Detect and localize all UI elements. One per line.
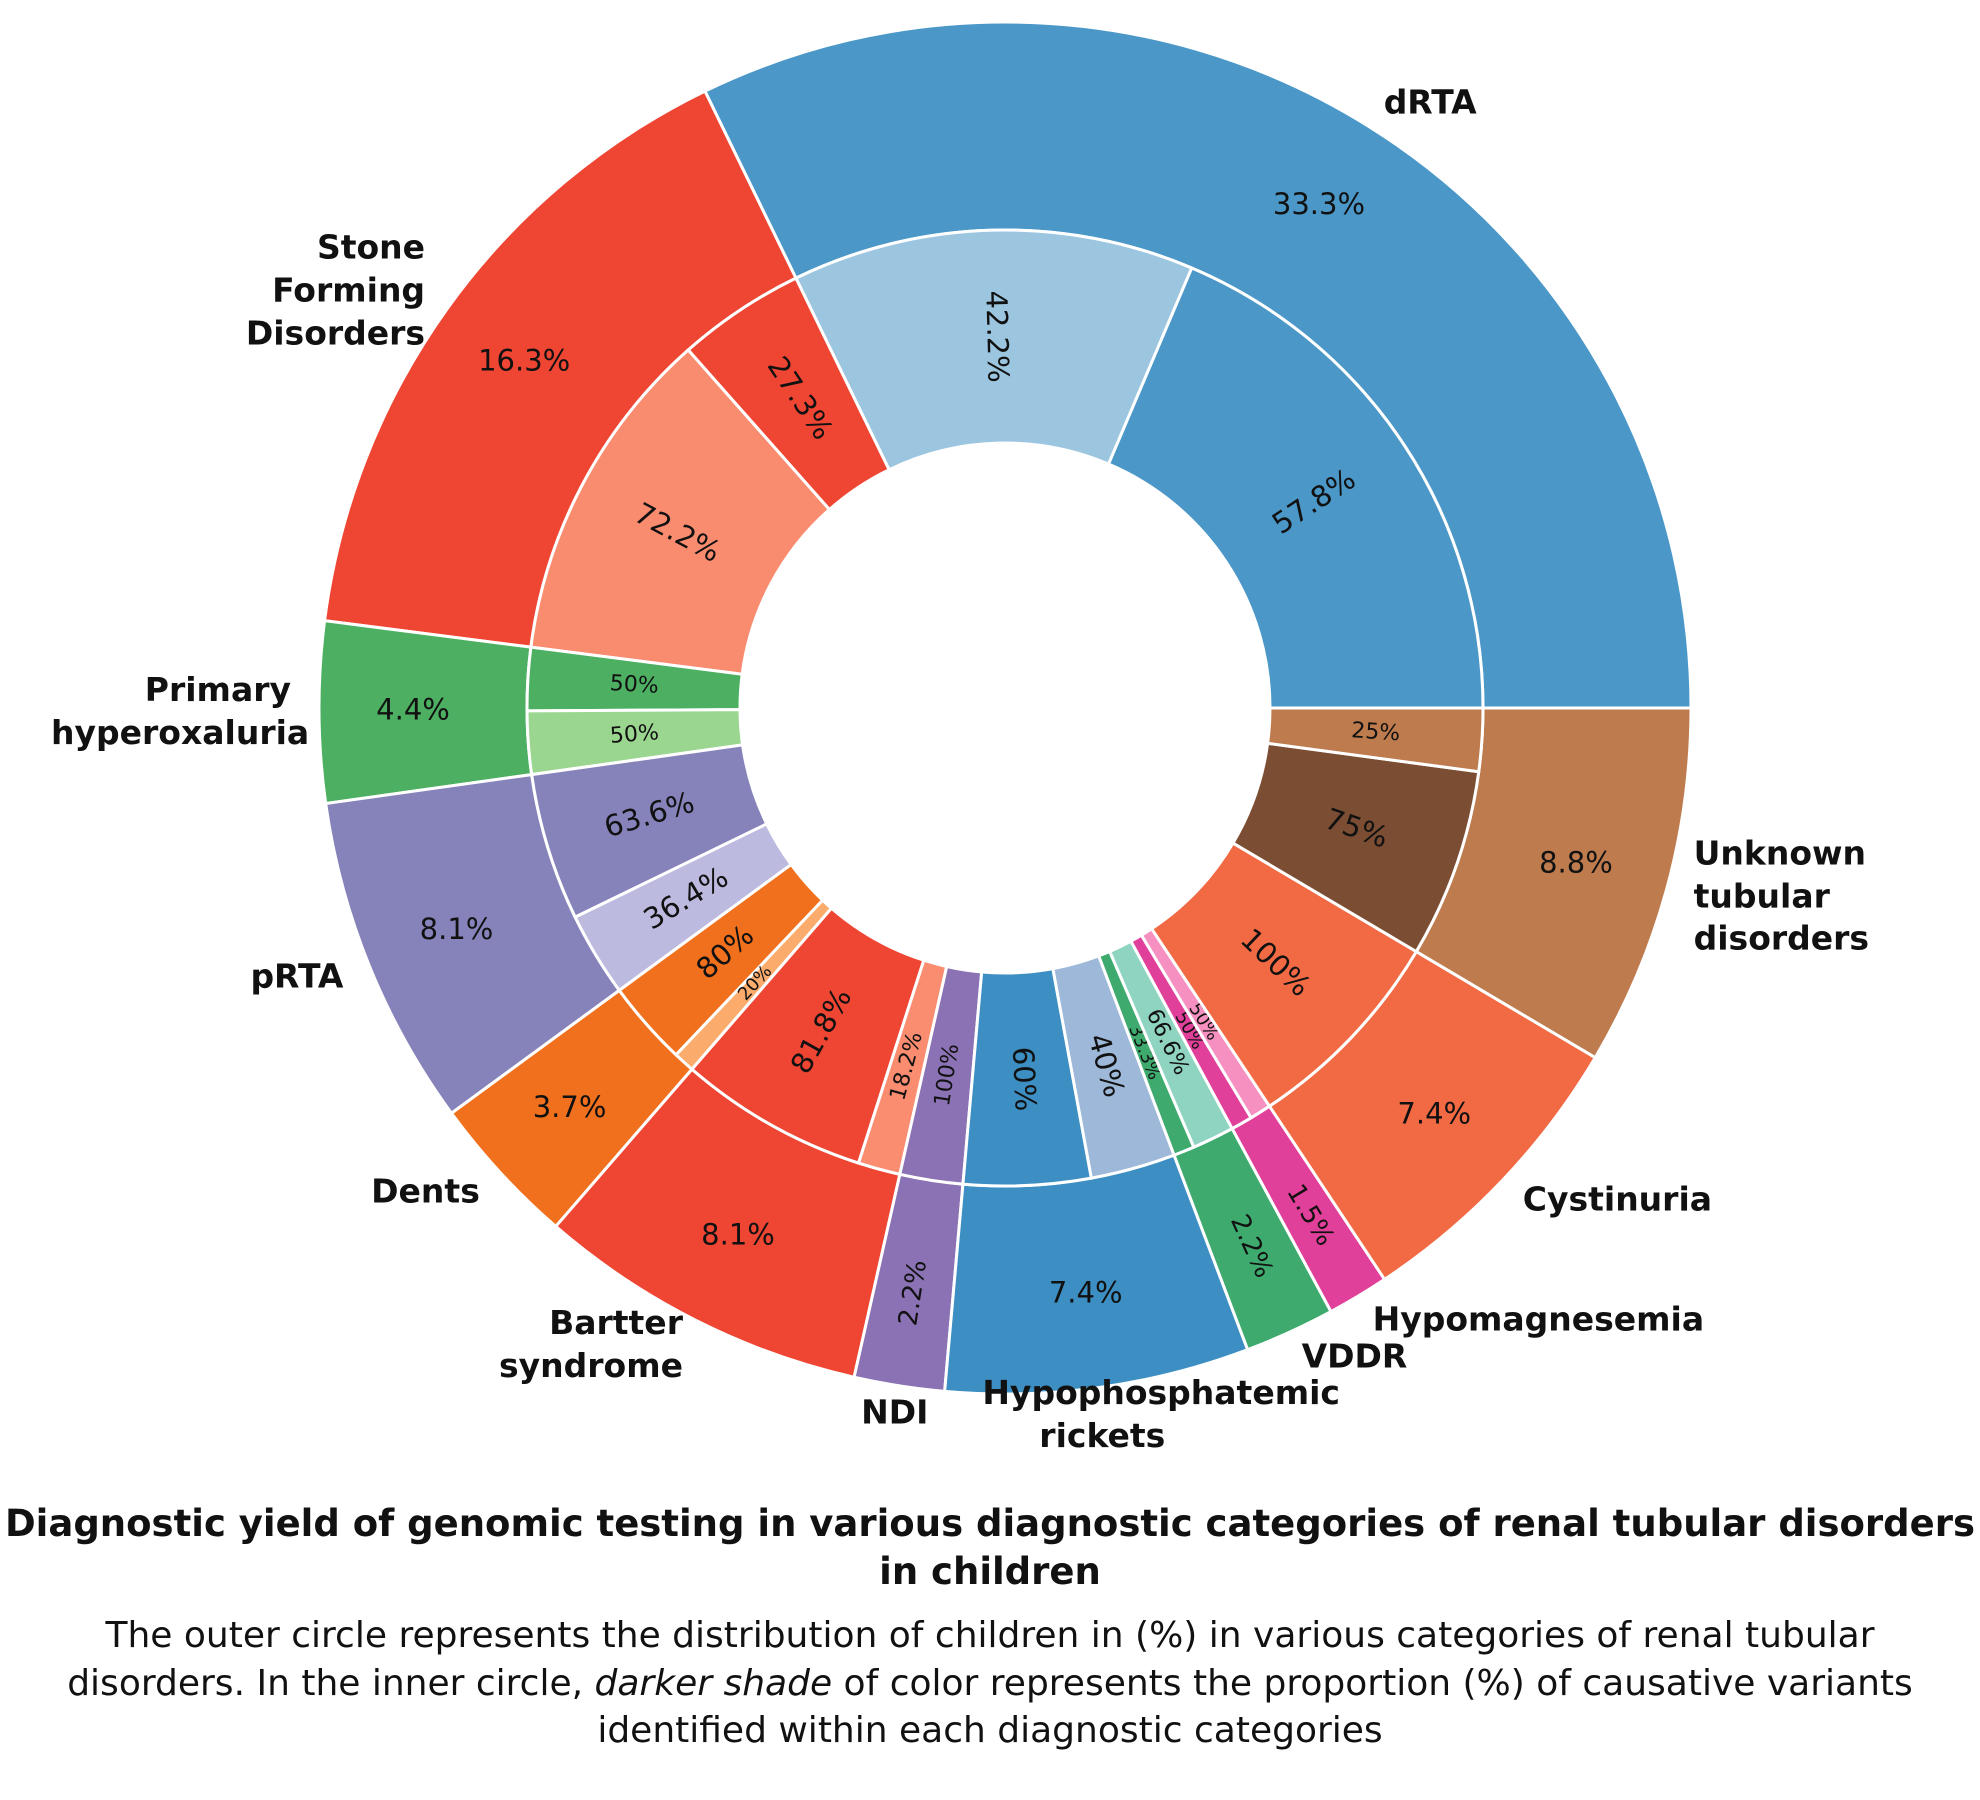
inner-value-label: 25% <box>1350 718 1400 746</box>
outer-value-label: 4.4% <box>376 693 450 727</box>
inner-value-label: 42.2% <box>979 290 1015 383</box>
category-label: pRTA <box>250 956 344 996</box>
category-label: Cystinuria <box>1522 1179 1713 1219</box>
inner-sector <box>1106 265 1485 710</box>
category-label: Dents <box>371 1171 480 1211</box>
caption-emphasis: darker shade <box>594 1662 833 1704</box>
caption: The outer circle represents the distribu… <box>60 1612 1920 1755</box>
chart-title: Diagnostic yield of genomic testing in v… <box>4 1502 1976 1594</box>
inner-sector <box>793 228 1194 472</box>
category-label: Primary hyperoxaluria <box>51 670 310 753</box>
category-label: NDI <box>861 1392 929 1432</box>
outer-value-label: 16.3% <box>478 344 570 378</box>
outer-value-label: 7.4% <box>1049 1275 1123 1309</box>
category-label: VDDR <box>1301 1337 1408 1377</box>
outer-value-label: 8.8% <box>1539 845 1613 879</box>
inner-value-label: 50% <box>609 671 659 699</box>
category-label: Hypomagnesemia <box>1372 1299 1705 1339</box>
category-label: Stone Forming Disorders <box>245 228 426 353</box>
outer-value-label: 7.4% <box>1397 1097 1471 1131</box>
caption-text: The outer circle represents the distribu… <box>67 1615 1875 1704</box>
caption-text: of color represents the proportion (%) o… <box>597 1662 1913 1752</box>
inner-value-label: 60% <box>1006 1046 1043 1112</box>
category-label: Unknown tubular disorders <box>1693 833 1870 959</box>
category-label: Hypophosphatemic rickets <box>982 1373 1340 1456</box>
outer-value-label: 33.3% <box>1273 187 1365 221</box>
inner-sector <box>1265 706 1485 774</box>
inner-value-label: 50% <box>609 720 660 748</box>
outer-value-label: 3.7% <box>533 1090 607 1124</box>
category-label: Bartter syndrome <box>498 1303 683 1386</box>
outer-value-label: 8.1% <box>701 1217 775 1251</box>
outer-value-label: 8.1% <box>420 912 494 946</box>
chart: 33.3%57.8%42.2%16.3% 27.3%72.2%4.4%50%50%… <box>317 20 1693 1396</box>
category-label: dRTA <box>1383 82 1477 122</box>
